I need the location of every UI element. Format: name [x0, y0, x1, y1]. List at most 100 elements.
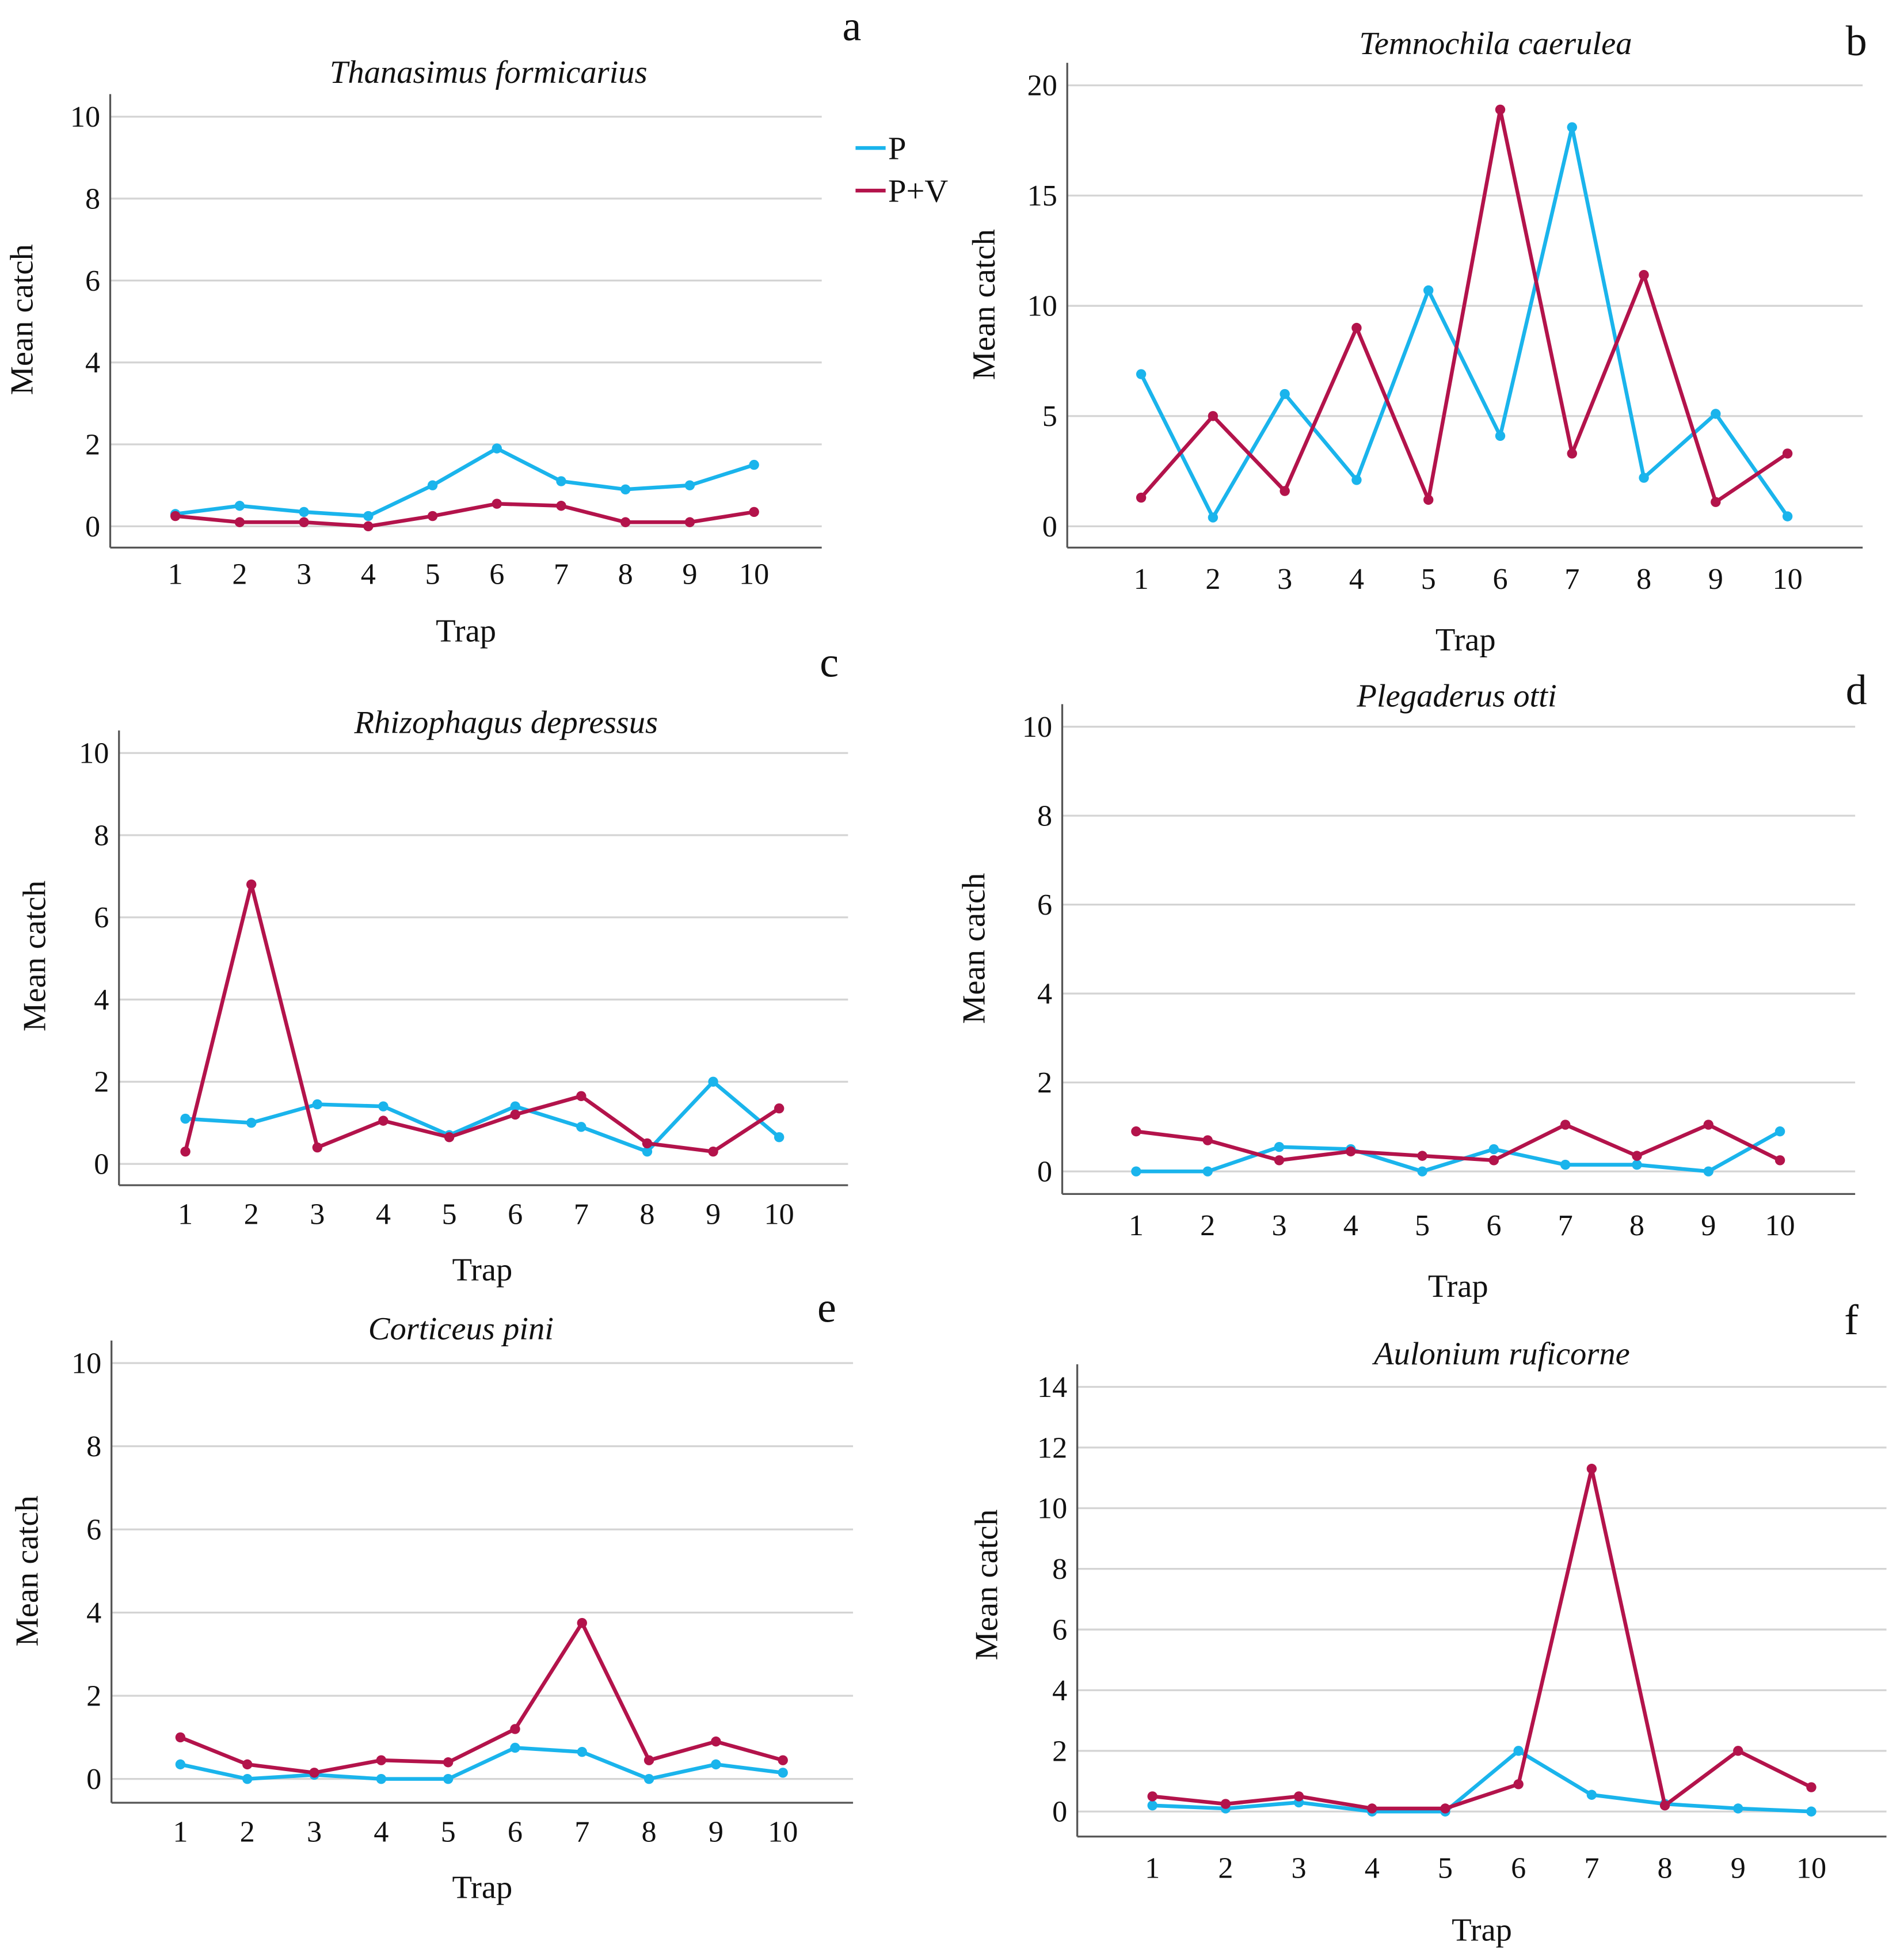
x-tick-label: 6	[1486, 1209, 1501, 1242]
series-p-point	[1495, 431, 1506, 441]
series-p-point	[1351, 475, 1362, 485]
series-p-point	[175, 1759, 186, 1770]
series-pv-line	[183, 882, 780, 1153]
x-tick-label: 9	[706, 1198, 721, 1231]
series-p-point	[684, 480, 695, 490]
series-pv-point	[1711, 497, 1721, 507]
x-tick-label: 5	[425, 557, 440, 591]
series-p-point	[778, 1768, 788, 1778]
x-tick-label: 5	[442, 1198, 457, 1231]
series-pv-point	[1423, 494, 1434, 505]
series-pv-point	[556, 501, 566, 511]
series-pv-point	[774, 1103, 785, 1114]
series-pv-point	[1659, 1800, 1670, 1811]
x-tick-label: 3	[296, 557, 311, 591]
series-p-point	[1639, 473, 1649, 483]
x-tick-label: 1	[178, 1198, 193, 1231]
series-p-line	[1139, 125, 1789, 520]
y-tick-label: 6	[94, 901, 109, 934]
x-tick-label: 2	[1218, 1852, 1233, 1885]
y-tick-label: 10	[1037, 1492, 1067, 1525]
series-pv-point	[708, 1146, 718, 1157]
series-p-point	[1423, 285, 1434, 296]
y-tick-label: 2	[1037, 1066, 1052, 1099]
x-tick-label: 1	[168, 557, 183, 591]
y-tick-label: 2	[94, 1065, 109, 1099]
x-tick-label: 4	[1365, 1852, 1380, 1885]
series-pv-point	[1220, 1799, 1231, 1809]
series-pv-point	[1586, 1464, 1597, 1474]
y-tick-label: 8	[86, 1430, 101, 1463]
x-tick-label: 10	[739, 557, 769, 591]
panel-letter: b	[1846, 18, 1867, 65]
y-tick-label: 12	[1037, 1431, 1067, 1464]
x-tick-label: 3	[1292, 1852, 1307, 1885]
x-tick-label: 2	[244, 1198, 259, 1231]
series-p-point	[1513, 1746, 1524, 1756]
y-axis-label: Mean catch	[17, 881, 52, 1031]
series-p-point	[246, 1118, 257, 1128]
y-axis-label: Mean catch	[969, 1509, 1004, 1660]
x-tick-label: 4	[1343, 1209, 1358, 1242]
series-pv-point	[1202, 1135, 1213, 1145]
series-pv-point	[643, 1755, 654, 1765]
x-axis-label: Trap	[1452, 1912, 1512, 1948]
x-tick-label: 5	[1421, 562, 1436, 596]
series-pv-point	[684, 517, 695, 527]
x-axis-label: Trap	[452, 1870, 512, 1905]
x-tick-label: 1	[1145, 1852, 1160, 1885]
series-pv-point	[1632, 1151, 1642, 1161]
series-p-point	[378, 1101, 389, 1111]
series-pv-point	[170, 511, 181, 521]
series-p-line	[175, 446, 755, 518]
series-p-line	[180, 1746, 783, 1781]
series-p-point	[234, 501, 245, 511]
y-axis-label: Mean catch	[966, 229, 1002, 380]
series-pv-point	[1733, 1746, 1743, 1756]
panel-letter: c	[820, 639, 839, 687]
series-pv-point	[1703, 1120, 1713, 1130]
series-p-point	[312, 1099, 323, 1110]
series-p-point	[774, 1132, 785, 1143]
series-p-point	[1417, 1166, 1427, 1177]
series-p-point	[1131, 1166, 1141, 1177]
series-p-point	[242, 1773, 253, 1784]
y-tick-label: 8	[1037, 799, 1052, 832]
chart-title: Temnochila caerulea	[1359, 26, 1632, 62]
x-tick-label: 10	[1765, 1209, 1795, 1242]
y-axis-label: Mean catch	[5, 244, 40, 395]
series-pv-point	[1208, 411, 1218, 421]
x-tick-label: 9	[1701, 1209, 1716, 1242]
series-pv-point	[577, 1618, 587, 1628]
series-pv-point	[312, 1142, 323, 1153]
y-tick-label: 10	[70, 100, 100, 134]
series-p-line	[1136, 1129, 1781, 1174]
y-tick-label: 6	[1037, 888, 1052, 922]
x-axis-label: Trap	[1435, 622, 1496, 658]
y-tick-label: 6	[1052, 1613, 1067, 1646]
y-tick-label: 2	[1052, 1734, 1067, 1768]
y-tick-label: 4	[85, 346, 100, 379]
series-pv-point	[1513, 1779, 1524, 1790]
series-p-point	[1280, 389, 1290, 399]
series-pv-point	[778, 1755, 788, 1765]
series-pv-point	[1560, 1120, 1571, 1130]
x-tick-label: 5	[1415, 1209, 1430, 1242]
y-tick-label: 5	[1042, 399, 1057, 433]
y-tick-label: 8	[1052, 1552, 1067, 1586]
x-tick-label: 10	[764, 1198, 794, 1231]
series-pv-point	[642, 1138, 653, 1149]
x-tick-label: 10	[768, 1815, 798, 1848]
y-tick-label: 15	[1027, 179, 1057, 212]
y-axis-label: Mean catch	[9, 1495, 45, 1646]
y-tick-label: 0	[94, 1148, 109, 1181]
x-tick-label: 6	[1492, 562, 1507, 596]
x-tick-label: 7	[1558, 1209, 1573, 1242]
x-tick-label: 7	[1564, 562, 1579, 596]
series-p-point	[1488, 1144, 1499, 1155]
series-pv-point	[749, 507, 759, 517]
x-tick-label: 9	[682, 557, 697, 591]
series-p-point	[510, 1101, 520, 1111]
